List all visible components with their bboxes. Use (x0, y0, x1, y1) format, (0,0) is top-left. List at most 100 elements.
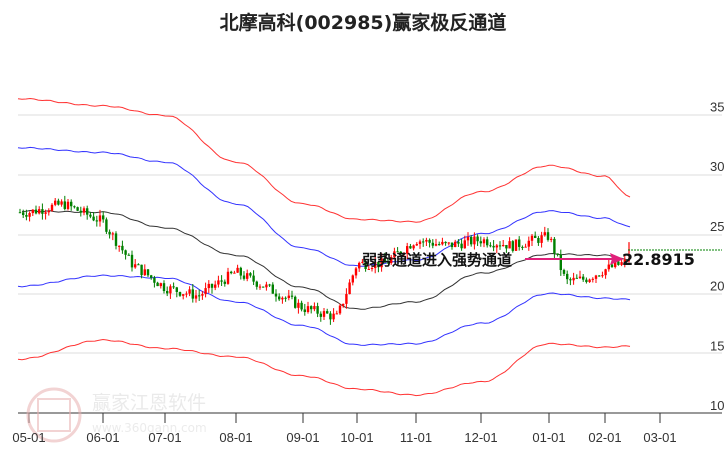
y-axis-labels: 10 15 20 25 30 35 (710, 99, 724, 413)
candle (415, 244, 418, 246)
candle (540, 235, 543, 243)
candle (559, 254, 562, 271)
candle (514, 239, 518, 251)
x-axis-ticks (28, 413, 661, 423)
candle (393, 251, 396, 258)
candle (274, 293, 278, 297)
candle (482, 239, 486, 244)
candle (284, 297, 287, 299)
candle (566, 273, 569, 280)
candle (534, 235, 537, 238)
candle (230, 271, 233, 274)
candle (204, 288, 207, 295)
upper-inner-band-line (17, 146, 631, 267)
candle (338, 305, 342, 314)
x-tick-label: 01-01 (532, 430, 565, 445)
candle (246, 273, 249, 279)
candle (54, 200, 57, 205)
candle (578, 276, 582, 279)
candle (316, 306, 319, 314)
candle (294, 296, 297, 308)
candle (450, 242, 454, 248)
candle (412, 245, 415, 249)
candle (537, 237, 540, 243)
candle (252, 275, 255, 282)
candle (498, 245, 502, 247)
candle (118, 245, 121, 247)
candle (409, 246, 412, 249)
candle (617, 261, 620, 265)
candle (268, 284, 271, 286)
watermark-seal-icon (26, 387, 82, 443)
candle (582, 276, 585, 280)
x-tick-label: 02-01 (588, 430, 621, 445)
candle (518, 239, 521, 247)
candle (143, 269, 146, 276)
candle (489, 245, 492, 247)
candle (374, 261, 377, 269)
candle (220, 280, 223, 282)
candle (306, 306, 310, 313)
candle (44, 212, 47, 214)
annotation-text: 弱势通道进入强势通道 (362, 251, 512, 269)
candle (425, 239, 428, 242)
candle (575, 277, 578, 279)
candle (140, 264, 143, 276)
candle (351, 275, 354, 283)
candle (297, 302, 300, 308)
x-axis-labels: 05-01 06-01 07-01 08-01 09-01 10-01 11-01 12-01… (12, 430, 676, 445)
candle (290, 295, 294, 297)
candle (511, 241, 514, 251)
candle (233, 272, 236, 274)
upper-outer-band-line (17, 97, 631, 223)
lower-outer-band-line (17, 338, 631, 397)
candle (604, 269, 607, 276)
x-tick-label: 07-01 (148, 430, 181, 445)
candle (22, 212, 25, 215)
candle (345, 294, 348, 304)
candle (319, 313, 322, 317)
candle (562, 270, 566, 274)
candle (364, 261, 367, 270)
candle (73, 206, 76, 208)
candle (188, 289, 191, 294)
candle (34, 209, 38, 214)
candle (236, 267, 239, 273)
watermark: 赢家江恩软件 www.360gann.com (26, 387, 207, 443)
candle (441, 241, 444, 245)
candle (486, 239, 489, 246)
candle (70, 201, 73, 207)
candle (79, 210, 82, 213)
candle (326, 311, 329, 314)
candle (444, 241, 447, 244)
candle (166, 291, 169, 294)
candle (92, 216, 95, 221)
candle (473, 236, 476, 245)
candle (172, 286, 175, 288)
candle (380, 258, 383, 268)
candle (390, 257, 393, 264)
candle (76, 207, 79, 211)
candle (454, 241, 457, 248)
candle (310, 306, 313, 310)
candle (300, 302, 303, 310)
y-tick-label: 15 (710, 338, 724, 353)
candle (60, 201, 63, 205)
candle (287, 295, 290, 299)
candle (98, 215, 102, 222)
candle (258, 286, 262, 288)
candle (137, 264, 140, 266)
candle (406, 246, 409, 254)
candle (607, 264, 610, 270)
candle (50, 204, 54, 211)
candle (111, 233, 114, 235)
candle (610, 264, 614, 268)
candle (226, 271, 230, 284)
candle (82, 208, 86, 213)
candle (527, 240, 530, 247)
candle (175, 287, 178, 293)
candle (130, 254, 134, 268)
candle (342, 303, 345, 306)
candle (169, 286, 172, 294)
